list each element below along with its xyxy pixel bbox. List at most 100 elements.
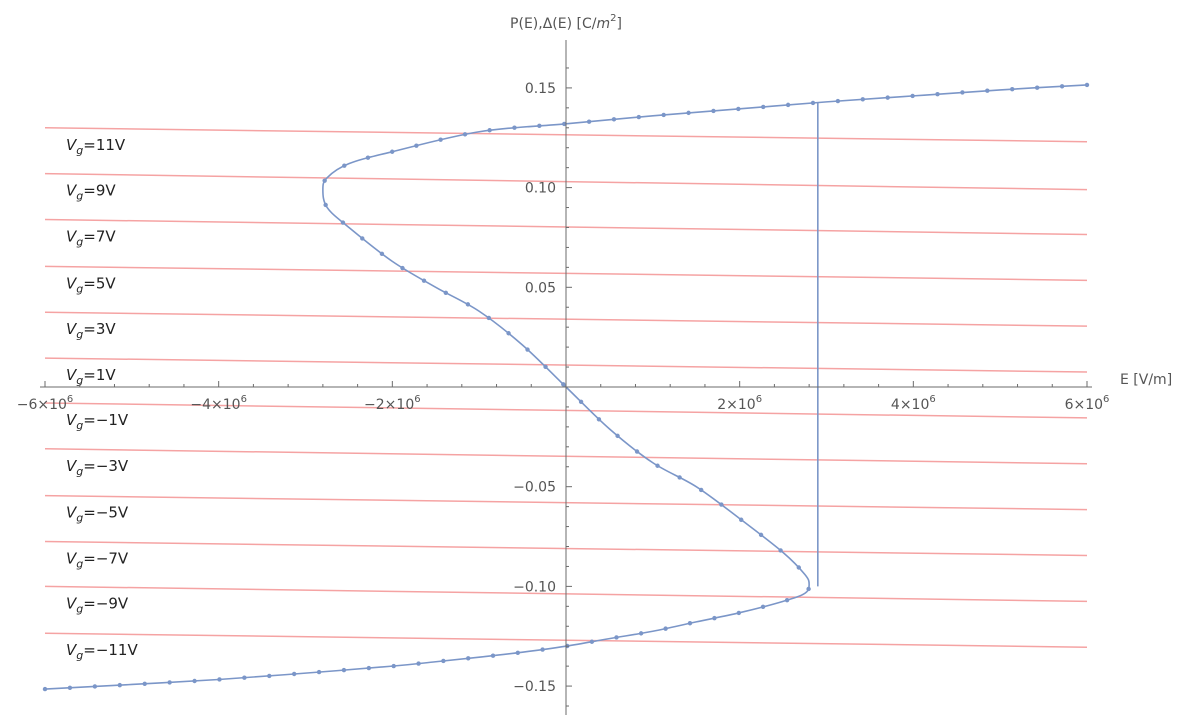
curve-point [466,656,471,661]
y-tick-label: −0.10 [513,579,556,595]
curve-point [217,677,222,682]
gate-label-sub: g [76,602,83,615]
curve-point [391,663,396,669]
gate-label-value: =7V [83,228,116,246]
gate-label-sub: g [76,465,83,478]
y-tick-label: −0.15 [513,679,556,695]
curve-point [167,680,172,685]
x-tick-label: 4×106 [891,394,936,413]
gate-label-v: V [66,182,78,200]
gate-label-v: V [66,274,78,292]
curve-point [515,650,521,655]
curve-point [614,635,619,640]
curve-point [561,382,566,387]
gate-label-value: =9V [83,182,116,200]
curve-point [340,220,346,225]
curve-point [389,149,395,154]
gate-label-sub: g [76,190,83,203]
curve-point [414,143,419,148]
x-tick-mantissa: −2×10 [364,397,414,413]
x-tick-label: 6×106 [1065,394,1110,413]
x-tick-exponent: 6 [1103,394,1109,405]
curve-point [712,615,717,621]
curve-point [360,236,365,241]
curve-point [465,302,471,307]
gate-line-label: Vg=3V [66,320,116,341]
gate-label-sub: g [76,144,83,157]
curve-point [379,251,385,257]
curve-point [719,502,724,507]
gate-label-v: V [66,641,78,659]
curve-point [634,449,640,454]
curve-point [441,658,446,664]
gate-label-v: V [66,457,78,475]
curve-point [267,673,272,679]
x-axis-label: E [V/m] [1120,372,1172,388]
curve-point [1010,86,1015,92]
curve-point [736,610,742,616]
curve-point [686,110,691,116]
curve-point [490,653,496,658]
curve-point [711,108,716,114]
y-tick-label: 0.10 [525,181,556,197]
x-tick-mantissa: 2×10 [717,397,755,413]
curve-point [910,93,915,99]
curve-point [596,417,602,422]
gate-label-sub: g [76,374,83,387]
gate-label-sub: g [76,236,83,249]
curve-point [810,100,816,106]
curve-point [698,487,704,493]
x-ticks: −6×106 −4×106 −2×106 2×106 4×106 6×106 [17,380,1110,413]
gate-label-value: =−1V [83,411,129,429]
gate-label-v: V [66,366,78,384]
curve-point [760,604,766,610]
curve-point [985,88,990,93]
gate-line-label: Vg=−5V [66,504,129,525]
curve-point [42,686,48,692]
curve-point [323,202,328,208]
gate-label-v: V [66,504,78,522]
y-axis-label-main: P(E),Δ(E) [C/ [510,16,597,32]
gate-label-v: V [66,411,78,429]
curve-point [416,661,421,666]
curve-point [67,685,73,690]
gate-label-value: =1V [83,366,116,384]
curve-point [242,675,247,680]
x-tick-mantissa: −6×10 [17,397,67,413]
curve-point [796,565,801,570]
curve-point [784,597,790,603]
x-tick-exponent: 6 [67,394,73,405]
x-tick-exponent: 6 [241,394,247,405]
curve-point [486,315,492,321]
gate-label-v: V [66,228,78,246]
axes: −6×106 −4×106 −2×106 2×106 4×106 6×106 0.150.… [17,40,1110,715]
curve-point [365,155,371,160]
gate-label-v: V [66,320,78,338]
gate-label-v: V [66,594,78,612]
curve-point [322,178,327,183]
curve-point [636,114,642,120]
curve-point [487,128,492,133]
curve-point [525,347,530,352]
gate-label-value: =3V [83,320,116,338]
curve-point [687,621,693,626]
curve-point [835,98,841,104]
gate-label-value: =−5V [83,504,129,522]
curve-point [1059,84,1065,89]
curve-point [366,665,372,671]
gate-label-value: =−9V [83,594,129,612]
gate-label-value: =−3V [83,457,129,475]
gate-label-value: =11V [83,136,126,154]
curve-point [537,123,542,129]
x-tick-label: −2×106 [364,394,421,413]
curve-point [443,290,449,295]
curve-point [739,517,744,522]
curve-point [960,90,965,95]
x-tick-label: −6×106 [17,394,74,413]
gate-line-label: Vg=5V [66,274,116,295]
gate-label-sub: g [76,419,83,432]
gate-line-label: Vg=−7V [66,550,129,571]
curve-point [655,463,660,468]
curve-point [117,682,122,688]
